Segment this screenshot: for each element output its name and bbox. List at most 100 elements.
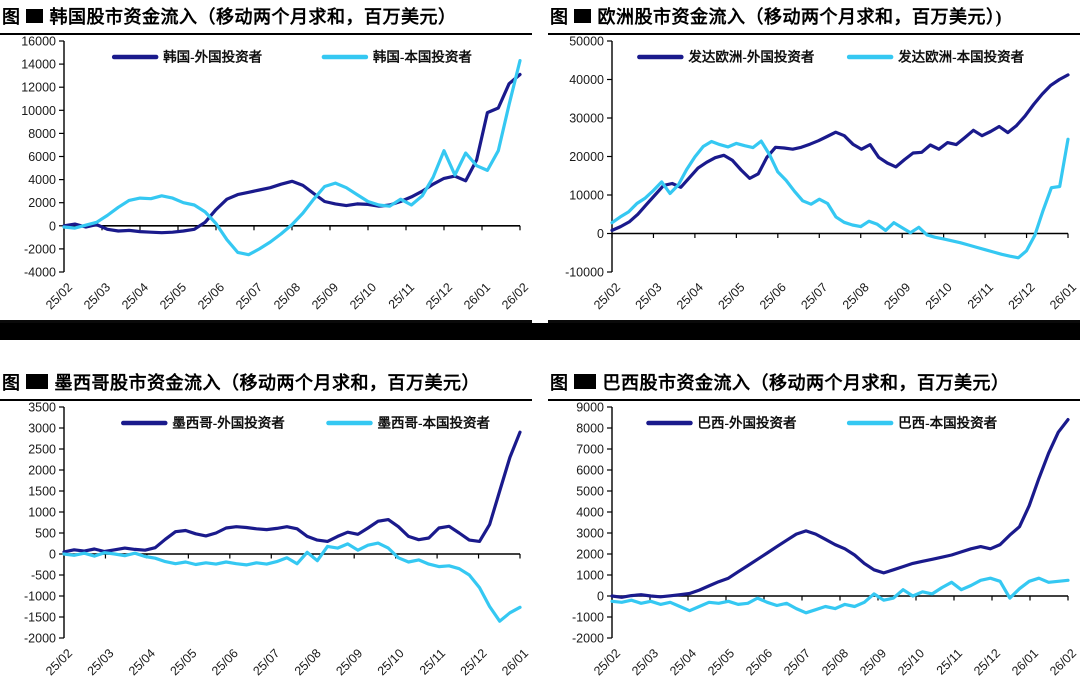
chart-mexico-canvas: 3500 3000 2500 2000 1500 1000 500 0 -500 -1000 -15… <box>0 401 532 680</box>
x-tick-label: 26/01 <box>1009 646 1041 678</box>
x-tick-label: 25/12 <box>458 646 490 678</box>
y-tick-label: 0 <box>597 590 604 604</box>
x-tick-label: 25/03 <box>85 646 117 678</box>
y-tick-label: 1000 <box>28 506 56 520</box>
charts-row-top: 图韩国股市资金流入（移动两个月求和，百万美元） 16000 14000 12000 1… <box>0 0 1080 323</box>
chart-mexico-panel: 图 墨西哥股市资金流入（移动两个月求和，百万美元） 3500 3000 2500 200… <box>0 366 532 680</box>
x-tick-label: 25/03 <box>633 280 665 312</box>
y-tick-label: 500 <box>35 527 56 541</box>
redacted-figure-number <box>25 9 43 23</box>
y-tick-label: 3500 <box>28 401 56 415</box>
chart-title-text: 韩国股市资金流入（移动两个月求和，百万美元） <box>49 7 457 27</box>
y-tick-label: 8000 <box>28 127 56 141</box>
x-tick-label: 25/05 <box>167 646 199 678</box>
x-tick-label: 25/08 <box>840 280 872 312</box>
x-tick-label: 25/03 <box>81 280 113 312</box>
y-tick-label: 2000 <box>576 548 604 562</box>
x-tick-label: 25/04 <box>126 646 158 678</box>
chart-korea-canvas: 16000 14000 12000 10000 8000 6000 4000 2000 0 -20… <box>0 35 532 320</box>
x-tick-label: 25/11 <box>386 280 417 311</box>
x-tick-label: 26/01 <box>499 646 531 678</box>
y-tick-label: 8000 <box>576 422 604 436</box>
chart-brazil-title: 图 巴西股市资金流入（移动两个月求和，百万美元） <box>548 366 1080 401</box>
series-foreign-investors <box>62 72 522 235</box>
y-tick-label: 10000 <box>21 104 56 118</box>
y-tick-label: -2000 <box>24 632 56 646</box>
legend-label: 发达欧洲-本国投资者 <box>897 49 1024 65</box>
chart-europe-panel: 图 欧洲股市资金流入（移动两个月求和，百万美元）) 50000 40000 30000… <box>548 0 1080 323</box>
figure-label: 图 <box>2 373 21 393</box>
x-tick-label: 26/01 <box>461 280 493 312</box>
y-tick-label: 50000 <box>569 35 604 49</box>
x-tick-label: 25/04 <box>667 646 699 678</box>
y-tick-label: -2000 <box>24 242 56 256</box>
x-tick-label: 25/11 <box>965 280 996 311</box>
y-tick-label: 0 <box>597 227 604 241</box>
x-tick-label: 25/08 <box>819 646 851 678</box>
figure-label: 图 <box>2 7 21 27</box>
charts-row-bottom: 图 墨西哥股市资金流入（移动两个月求和，百万美元） 3500 3000 2500 200… <box>0 366 1080 680</box>
x-tick-label: 25/02 <box>591 646 623 678</box>
redacted-figure-number <box>25 374 48 389</box>
x-tick-label: 25/06 <box>743 646 775 678</box>
legend-label: 墨西哥-本国投资者 <box>377 415 490 431</box>
redacted-figure-number <box>573 9 591 23</box>
y-tick-label: -1000 <box>572 611 604 625</box>
series-foreign-investors <box>610 73 1070 232</box>
x-tick-label: 25/07 <box>798 280 830 312</box>
x-tick-label: 25/05 <box>705 646 737 678</box>
chart-brazil-panel: 图 巴西股市资金流入（移动两个月求和，百万美元） 9000 8000 7000 6000… <box>548 366 1080 680</box>
x-tick-label: 25/06 <box>209 646 241 678</box>
x-tick-label: 25/12 <box>971 646 1003 678</box>
figure-label: 图 <box>550 373 569 393</box>
y-tick-label: -1000 <box>24 590 56 604</box>
x-tick-label: 25/02 <box>43 646 75 678</box>
series-domestic-investors <box>62 59 522 257</box>
series-domestic-investors <box>610 137 1070 260</box>
y-tick-label: -10000 <box>565 266 604 280</box>
y-tick-label: 1500 <box>28 485 56 499</box>
x-tick-label: 25/10 <box>347 280 379 312</box>
legend-label: 巴西-本国投资者 <box>898 415 997 431</box>
series-domestic-investors <box>62 541 522 623</box>
x-tick-label: 25/11 <box>934 646 965 677</box>
y-tick-label: 2500 <box>28 443 56 457</box>
x-tick-label: 26/02 <box>499 280 531 312</box>
chart-title-text: 巴西股市资金流入（移动两个月求和，百万美元） <box>602 373 1010 393</box>
redacted-figure-number <box>573 374 596 389</box>
y-tick-label: 2000 <box>28 196 56 210</box>
y-tick-label: 7000 <box>576 443 604 457</box>
y-tick-label: 12000 <box>21 81 56 95</box>
redaction-bar <box>0 323 1080 340</box>
x-tick-label: 25/09 <box>333 646 365 678</box>
x-tick-label: 25/10 <box>895 646 927 678</box>
y-tick-label: -500 <box>31 569 56 583</box>
y-tick-label: 9000 <box>576 401 604 415</box>
y-tick-label: 30000 <box>569 112 604 126</box>
chart-brazil-canvas: 9000 8000 7000 6000 5000 4000 3000 2000 1000 0 -10… <box>548 401 1080 680</box>
x-tick-label: 25/12 <box>1006 280 1038 312</box>
x-tick-label: 25/07 <box>250 646 282 678</box>
x-tick-label: 25/09 <box>857 646 889 678</box>
x-tick-label: 25/07 <box>781 646 813 678</box>
y-tick-label: -4000 <box>24 266 56 280</box>
x-tick-label: 25/05 <box>157 280 189 312</box>
x-tick-label: 25/08 <box>292 646 324 678</box>
chart-mexico-title: 图 墨西哥股市资金流入（移动两个月求和，百万美元） <box>0 366 532 401</box>
y-tick-label: 16000 <box>21 35 56 49</box>
chart-korea-panel: 图韩国股市资金流入（移动两个月求和，百万美元） 16000 14000 12000 1… <box>0 0 532 323</box>
y-tick-label: 3000 <box>576 527 604 541</box>
y-tick-label: -2000 <box>572 632 604 646</box>
chart-korea-title: 图 韩国股市资金流入（移动两个月求和，百万美元） <box>0 0 532 35</box>
y-tick-label: 1000 <box>576 569 604 583</box>
y-tick-label: 6000 <box>576 464 604 478</box>
chart-europe-canvas: 50000 40000 30000 20000 10000 0 -10000 25/02 25/… <box>548 35 1080 320</box>
x-tick-label: 25/11 <box>417 646 448 677</box>
chart-europe-title: 图 欧洲股市资金流入（移动两个月求和，百万美元）) <box>548 0 1080 35</box>
x-tick-label: 25/09 <box>881 280 913 312</box>
y-tick-label: -1500 <box>24 611 56 625</box>
y-tick-label: 3000 <box>28 422 56 436</box>
series-domestic-investors <box>610 576 1070 615</box>
y-tick-label: 2000 <box>28 464 56 478</box>
x-tick-label: 25/09 <box>309 280 341 312</box>
